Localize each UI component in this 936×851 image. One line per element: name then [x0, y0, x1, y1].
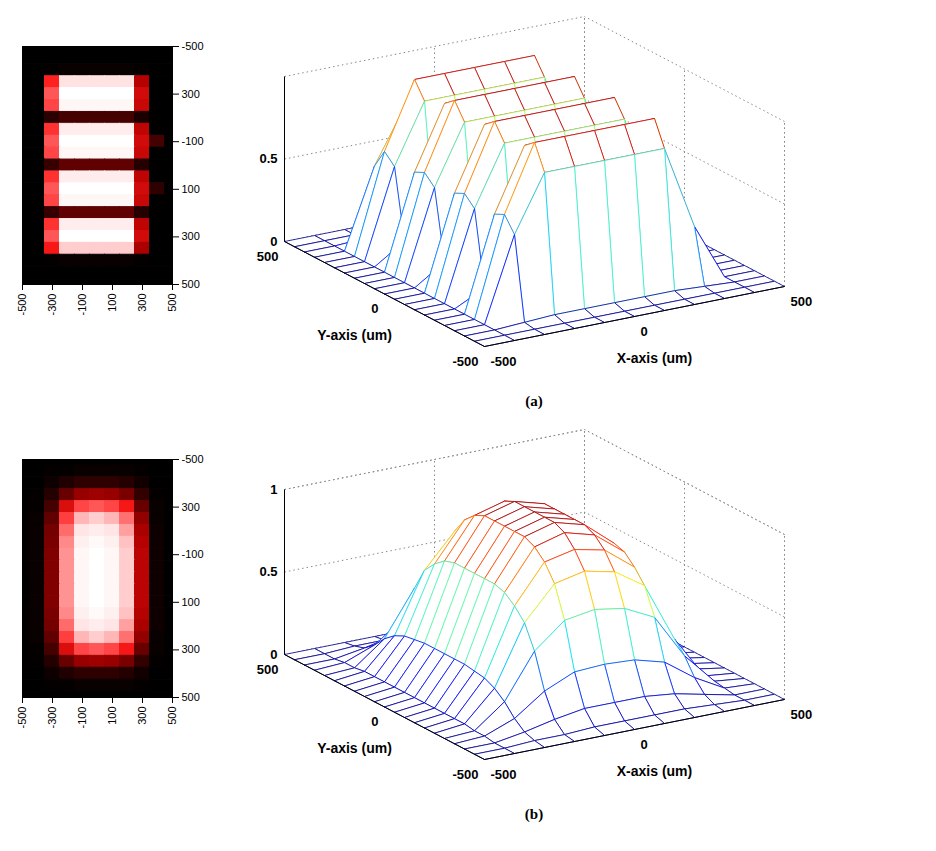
svg-text:-500: -500: [452, 767, 478, 782]
svg-text:0: 0: [641, 324, 648, 339]
svg-text:500: 500: [791, 294, 813, 309]
svg-text:-100: -100: [182, 548, 204, 560]
svg-text:0: 0: [371, 301, 378, 316]
svg-text:-500: -500: [491, 767, 517, 782]
svg-text:0.5: 0.5: [259, 564, 277, 579]
svg-text:500: 500: [791, 707, 813, 722]
svg-text:Y-axis (um): Y-axis (um): [317, 740, 392, 756]
html-text:(b): (b): [524, 806, 544, 822]
svg-text:100: 100: [106, 707, 118, 725]
svg-text:-500: -500: [16, 294, 28, 316]
svg-text:1: 1: [270, 482, 277, 497]
svg-text:-300: -300: [46, 707, 58, 729]
svg-text:0: 0: [270, 647, 277, 662]
html-text:(a): (a): [525, 393, 543, 409]
svg-text:-100: -100: [76, 294, 88, 316]
svg-text:0: 0: [270, 234, 277, 249]
svg-text:0: 0: [371, 714, 378, 729]
svg-text:500: 500: [166, 294, 178, 312]
svg-text:500: 500: [182, 691, 200, 703]
svg-text:300: 300: [182, 643, 200, 655]
svg-text:X-axis (um): X-axis (um): [617, 350, 692, 366]
svg-text:-300: -300: [46, 294, 58, 316]
svg-text:-100: -100: [182, 135, 204, 147]
svg-text:100: 100: [182, 183, 200, 195]
svg-text:0: 0: [641, 737, 648, 752]
svg-text:-500: -500: [182, 40, 204, 52]
svg-text:100: 100: [182, 596, 200, 608]
svg-text:-500: -500: [491, 354, 517, 369]
svg-text:100: 100: [106, 294, 118, 312]
svg-text:500: 500: [182, 278, 200, 290]
svg-text:500: 500: [166, 707, 178, 725]
svg-text:500: 500: [257, 662, 279, 677]
svg-text:300: 300: [182, 88, 200, 100]
svg-text:300: 300: [182, 230, 200, 242]
svg-text:X-axis (um): X-axis (um): [617, 763, 692, 779]
svg-text:-500: -500: [16, 707, 28, 729]
svg-text:500: 500: [257, 249, 279, 264]
svg-text:Y-axis (um): Y-axis (um): [317, 327, 392, 343]
svg-text:300: 300: [136, 707, 148, 725]
svg-text:0.5: 0.5: [259, 151, 277, 166]
svg-text:-100: -100: [76, 707, 88, 729]
svg-text:-500: -500: [182, 453, 204, 465]
svg-text:-500: -500: [452, 354, 478, 369]
svg-text:300: 300: [182, 501, 200, 513]
svg-text:300: 300: [136, 294, 148, 312]
